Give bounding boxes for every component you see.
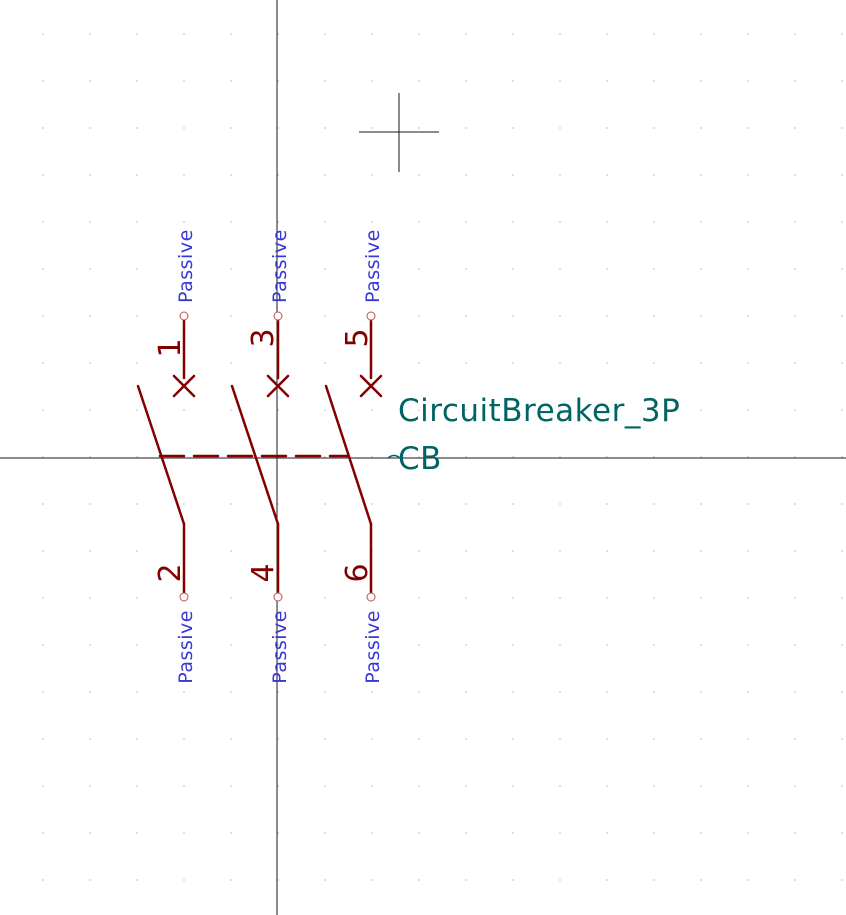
pin-number-2: 2 [153,563,188,582]
symbol-value[interactable]: CircuitBreaker_3P [398,393,680,429]
pin-6-endpoint [366,592,376,602]
pole-2 [230,314,290,599]
pin-type-6: Passive [362,610,384,684]
pin-type-4: Passive [269,610,291,684]
pin-2-endpoint [179,592,189,602]
pin-number-5: 5 [340,328,375,347]
pin-1-endpoint [179,311,189,321]
pin-number-4: 4 [246,563,281,582]
pin-4-endpoint [273,592,283,602]
pin-5-endpoint [366,311,376,321]
pin-type-3: Passive [269,229,291,303]
pin-type-1: Passive [175,229,197,303]
anchor-marker-icon [387,454,401,459]
breaker-body [136,314,383,599]
pin-endpoints [179,311,376,602]
pin-number-3: 3 [246,328,281,347]
pin-type-2: Passive [175,610,197,684]
pin-3-endpoint [273,311,283,321]
symbol-reference[interactable]: CB [398,441,442,477]
pin-number-6: 6 [340,563,375,582]
pin-number-1: 1 [153,338,188,357]
crosshair-cursor-icon [359,93,439,172]
pin-type-5: Passive [362,229,384,303]
